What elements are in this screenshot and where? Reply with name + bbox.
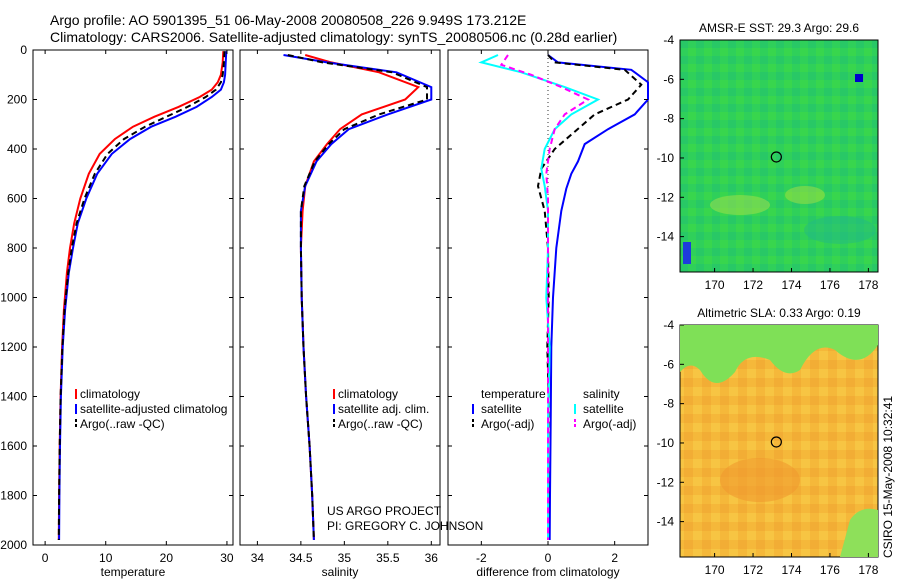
sst-lat-tick-label: -14 [657, 230, 675, 244]
depth-tick-label: 1200 [0, 340, 27, 354]
difference-x-tick-label: -2 [476, 551, 487, 565]
sst-lon-tick-label: 172 [743, 278, 763, 292]
legend-entry: Argo(..raw -QC) [80, 417, 165, 431]
sla-lon-tick-label: 174 [781, 563, 801, 577]
depth-tick-label: 2000 [0, 538, 27, 552]
difference-series-line [547, 54, 649, 541]
sla-lat-tick-label: -4 [663, 318, 674, 332]
sst-map-panel: AMSR-E SST: 29.3 Argo: 29.6 170 172 174 176 1… [657, 21, 879, 292]
legend-entry: Argo(..raw -QC) [338, 417, 423, 431]
depth-tick-label: 200 [7, 93, 27, 107]
legend-entry: satellite [583, 402, 624, 416]
sst-lon-tick-label: 170 [705, 278, 725, 292]
sst-lat-tick-label: -8 [663, 112, 674, 126]
sla-high-patch [720, 458, 800, 502]
depth-tick-label: 800 [7, 241, 27, 255]
salinity-x-tick-label: 35 [338, 551, 352, 565]
sla-map-title: Altimetric SLA: 0.33 Argo: 0.19 [697, 306, 861, 320]
temperature-x-tick-label: 0 [42, 551, 49, 565]
legend-entry: Argo(-adj) [481, 417, 534, 431]
sst-lat-tick-label: -6 [663, 72, 674, 86]
sla-map-panel: Altimetric SLA: 0.33 Argo: 0.19 170 172 174… [657, 306, 879, 577]
legend-entry: satellite [481, 402, 522, 416]
difference-x-axis-label: difference from climatology [476, 565, 619, 579]
depth-tick-label: 1400 [0, 390, 27, 404]
depth-tick-label: 1000 [0, 291, 27, 305]
salinity-series-line [287, 54, 428, 541]
sst-warm-patch [785, 186, 825, 204]
depth-tick-label: 400 [7, 142, 27, 156]
sla-lon-tick-label: 170 [705, 563, 725, 577]
sst-lon-tick-label: 178 [858, 278, 878, 292]
legend-entry: climatology [338, 387, 398, 401]
sst-float-position-marker [770, 151, 782, 163]
legend-entry: climatology [80, 387, 140, 401]
temperature-x-tick-label: 30 [220, 551, 234, 565]
sst-lon-tick-label: 174 [781, 278, 801, 292]
csiro-timestamp: CSIRO 15-May-2008 10:32:41 [881, 395, 895, 558]
temperature-series-line [57, 51, 226, 541]
legend-entry: salinity [583, 387, 620, 401]
salinity-x-tick-label: 35.5 [376, 551, 400, 565]
figure-title-line2: Climatology: CARS2006. Satellite-adjuste… [50, 29, 618, 45]
legend-entry: temperature [481, 387, 546, 401]
sst-lat-tick-label: -4 [663, 33, 674, 47]
sst-cool-patch [804, 216, 876, 244]
salinity-x-tick-label: 34.5 [289, 551, 313, 565]
sla-lat-tick-label: -14 [657, 515, 675, 529]
difference-series-line [499, 54, 591, 540]
sst-cold-pixel [855, 74, 863, 82]
temperature-x-axis-label: temperature [101, 565, 166, 579]
figure-title-line1: Argo profile: AO 5901395_51 06-May-2008 … [50, 12, 527, 28]
salinity-x-axis-label: salinity [322, 565, 359, 579]
salinity-x-tick-label: 34 [251, 551, 265, 565]
sla-lat-tick-label: -12 [657, 475, 675, 489]
temperature-x-tick-label: 10 [99, 551, 113, 565]
sla-low-region [680, 325, 878, 384]
difference-x-tick-label: 0 [545, 551, 552, 565]
sst-map-title: AMSR-E SST: 29.3 Argo: 29.6 [699, 21, 859, 35]
difference-x-tick-label: 2 [611, 551, 618, 565]
depth-tick-label: 1600 [0, 439, 27, 453]
sst-lat-tick-label: -10 [657, 151, 675, 165]
depth-tick-label: 600 [7, 192, 27, 206]
sst-warm-patch [710, 195, 770, 215]
sla-lon-tick-label: 172 [743, 563, 763, 577]
sla-lat-tick-label: -10 [657, 436, 675, 450]
sst-cold-pixel [683, 242, 691, 264]
temperature-panel: 0 10 20 30 0 200 400 600 800 1000 1200 1400 1600 1800… [0, 43, 234, 579]
depth-tick-label: 0 [20, 43, 27, 57]
sla-lon-tick-label: 178 [858, 563, 878, 577]
sla-lat-tick-label: -6 [663, 357, 674, 371]
salinity-panel: 34 34.5 35 35.5 36 salinity climatologysatelli… [239, 49, 441, 579]
sla-lat-tick-label: -8 [663, 397, 674, 411]
sst-lon-tick-label: 176 [820, 278, 840, 292]
pi-credit: PI: GREGORY C. JOHNSON [327, 519, 484, 533]
salinity-x-tick-label: 36 [425, 551, 439, 565]
legend-entry: satellite adj. clim. [338, 402, 429, 416]
sst-heatmap [679, 39, 879, 273]
sla-lon-tick-label: 176 [820, 563, 840, 577]
legend-entry: satellite-adjusted climatolog [80, 402, 227, 416]
sla-float-position-marker [770, 436, 782, 448]
temperature-axes-frame [32, 49, 234, 546]
temperature-x-tick-label: 20 [160, 551, 174, 565]
legend-entry: Argo(-adj) [583, 417, 636, 431]
salinity-axes-frame [239, 49, 441, 546]
project-credit: US ARGO PROJECT [327, 504, 442, 518]
sla-low-region [840, 508, 878, 557]
sst-lat-tick-label: -12 [657, 190, 675, 204]
depth-tick-label: 1800 [0, 489, 27, 503]
